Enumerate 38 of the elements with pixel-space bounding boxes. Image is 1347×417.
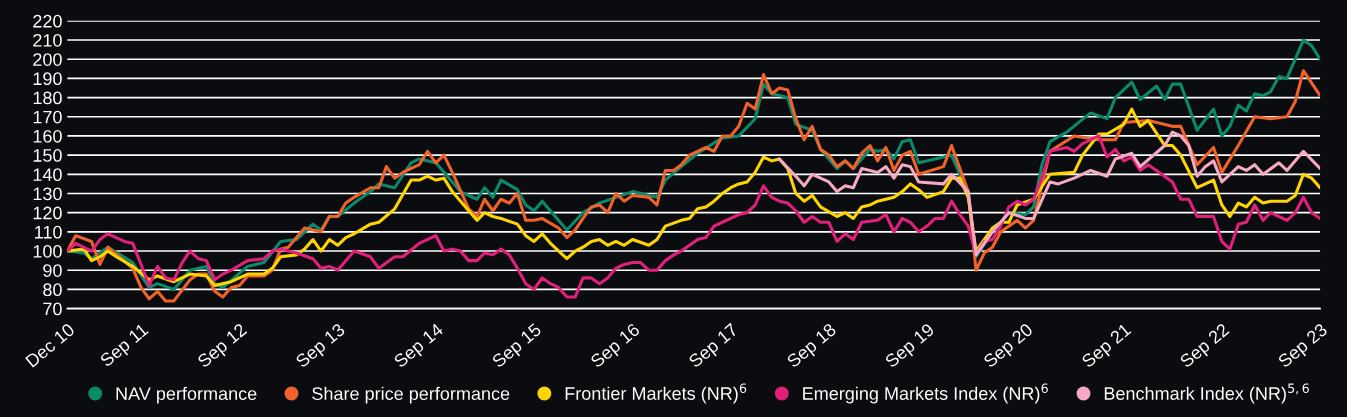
x-tick-label: Sep 13 <box>294 322 348 371</box>
y-tick-label: 180 <box>33 91 62 105</box>
x-tick-label: Sep 18 <box>785 322 840 371</box>
y-tick-label: 210 <box>33 33 62 47</box>
y-tick-label: 200 <box>33 53 62 66</box>
x-tick-label: Sep 14 <box>392 322 447 371</box>
y-tick-label: 130 <box>33 187 62 201</box>
line-series <box>67 134 1321 299</box>
x-tick-label: Sep 21 <box>1080 322 1134 371</box>
legend-label: NAV performance <box>116 386 257 404</box>
x-tick-label: Sep 12 <box>196 322 250 371</box>
x-tick-label: Sep 22 <box>1178 322 1232 371</box>
y-tick-label: 80 <box>43 283 62 297</box>
y-tick-label: 100 <box>33 244 62 258</box>
y-tick-label: 190 <box>33 72 62 86</box>
y-tick-label: 120 <box>33 206 62 220</box>
x-tick-label: Dec 10 <box>24 322 76 368</box>
x-tick-label: Sep 20 <box>982 322 1036 371</box>
legend-label: Frontier Markets (NR)$^{6}$ <box>565 383 747 404</box>
legend-label: Benchmark Index (NR)$^{5,6}$ <box>1104 383 1309 404</box>
x-tick-label: Sep 23 <box>1277 322 1331 371</box>
legend-label: Share price performance <box>312 386 510 404</box>
y-tick-label: 140 <box>33 168 62 182</box>
y-tick-label: 90 <box>43 264 62 277</box>
y-tick-label: 150 <box>33 149 62 162</box>
y-tick-label: 220 <box>33 14 62 28</box>
x-tick-label: Sep 19 <box>884 322 938 371</box>
y-tick-label: 170 <box>33 110 62 124</box>
y-tick-label: 70 <box>43 302 62 316</box>
legend-label: Emerging Markets Index (NR)$^{6}$ <box>803 383 1048 404</box>
line-series <box>777 130 1321 257</box>
y-tick-label: 160 <box>33 129 62 143</box>
y-tick-label: 110 <box>35 225 62 239</box>
x-tick-label: Sep 11 <box>99 322 152 371</box>
x-tick-label: Sep 16 <box>589 322 643 371</box>
line-series <box>67 107 1321 288</box>
x-tick-label: Sep 17 <box>687 322 741 371</box>
x-tick-label: Sep 15 <box>491 322 545 371</box>
